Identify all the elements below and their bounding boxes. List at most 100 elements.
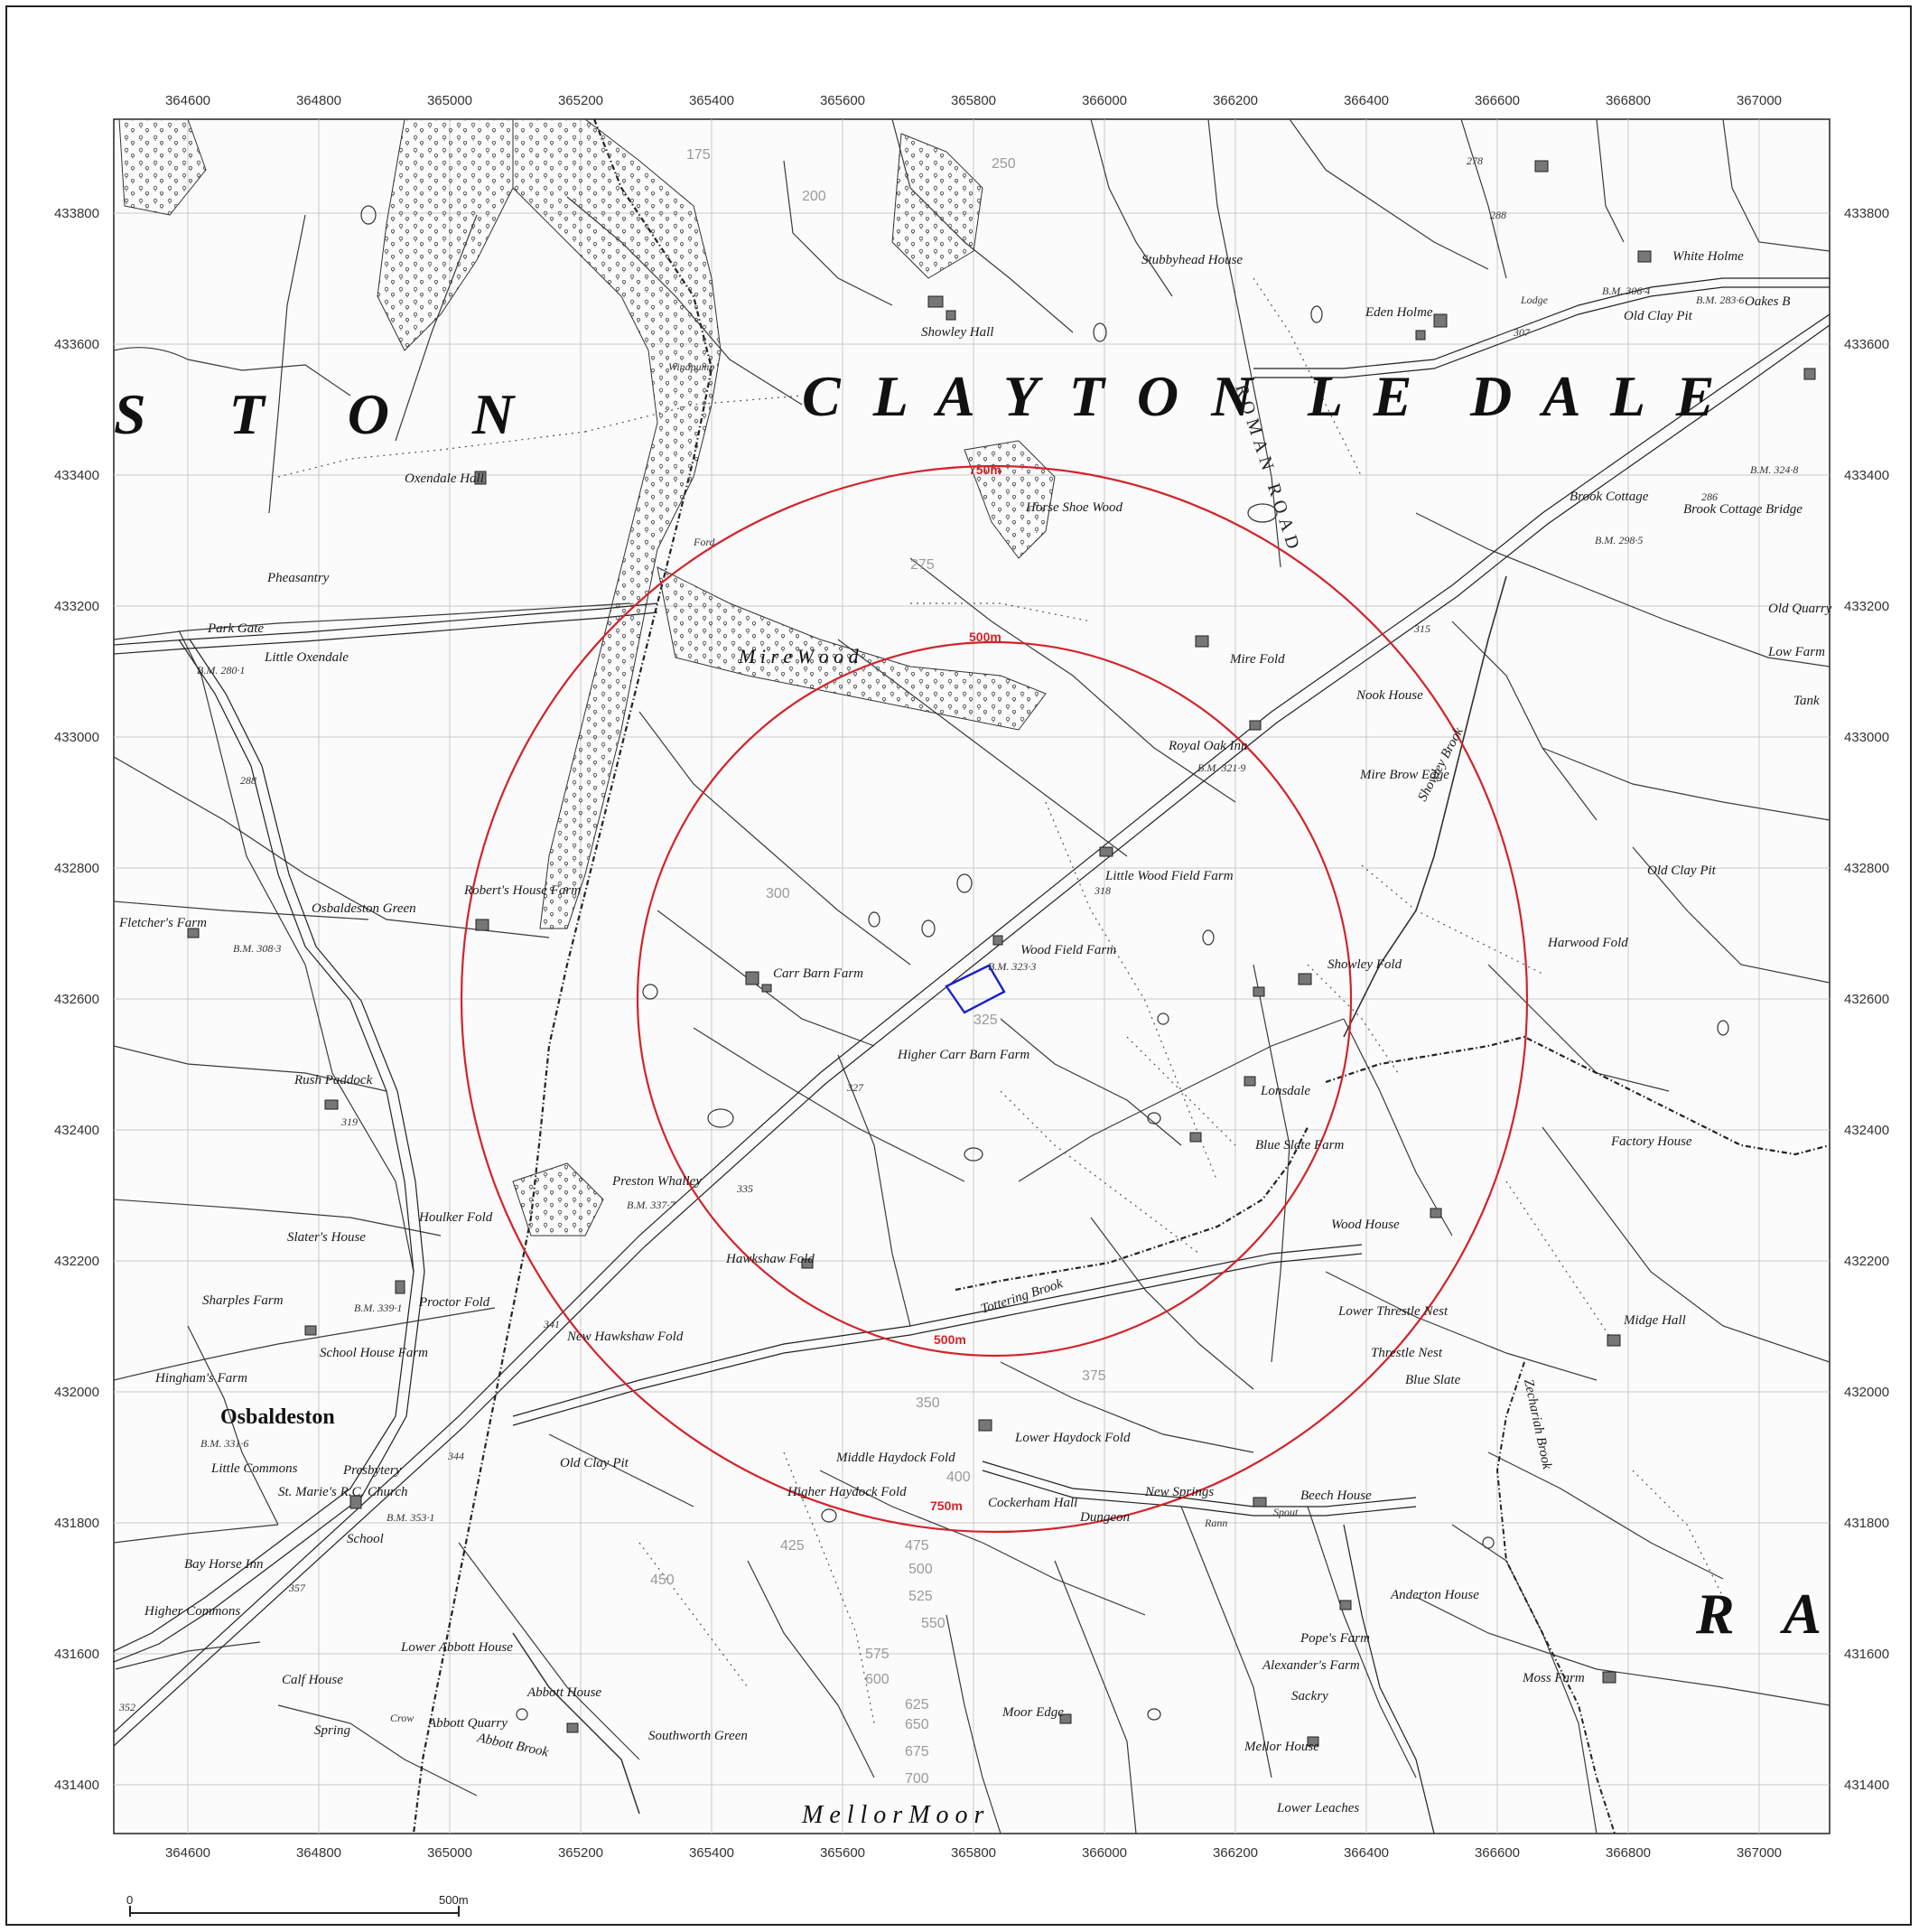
benchmark-label: B.M. 321·9 — [1197, 761, 1245, 774]
place-label: Lodge — [1520, 294, 1549, 306]
contour-value: 400 — [946, 1470, 971, 1485]
place-label: Windpump — [668, 360, 714, 373]
benchmark-label: B.M. 283·6 — [1696, 294, 1744, 306]
place-label: Old Quarry — [1768, 602, 1832, 616]
benchmark-label: B.M. 280·1 — [197, 664, 245, 677]
spot-height: 327 — [846, 1081, 864, 1094]
contour-value: 200 — [802, 189, 826, 204]
contour-value: 275 — [910, 557, 935, 573]
place-label: Moor Edge — [1001, 1705, 1064, 1720]
easting-label-bottom: 366200 — [1213, 1845, 1258, 1861]
place-label: Pope's Farm — [1300, 1631, 1370, 1646]
contour-value: 525 — [908, 1589, 933, 1604]
contour-value: 175 — [686, 147, 711, 163]
parish-name-le: L E — [1307, 364, 1421, 428]
contour-value: 575 — [865, 1647, 890, 1662]
benchmark-label: B.M. 306·4 — [1602, 285, 1650, 297]
northing-label-left: 432000 — [54, 1385, 99, 1400]
scale-bar-start: 0 — [126, 1893, 133, 1907]
parish-name-right: R A — [1695, 1582, 1840, 1646]
northing-label-left: 431400 — [54, 1778, 99, 1793]
easting-label-bottom: 366000 — [1082, 1845, 1127, 1861]
contour-value: 250 — [992, 156, 1016, 172]
spot-height: 341 — [543, 1318, 560, 1330]
benchmarks: B.M. 306·4 B.M. 283·6 B.M. 324·8 B.M. 29… — [197, 285, 1798, 1524]
northing-label-left: 433000 — [54, 730, 99, 745]
northing-label-left: 432200 — [54, 1254, 99, 1269]
place-label: Higher Carr Barn Farm — [897, 1048, 1029, 1062]
contour-value: 625 — [905, 1697, 929, 1713]
place-label: Abbott House — [526, 1685, 601, 1700]
place-label: Factory House — [1610, 1134, 1692, 1149]
easting-label-bottom: 366400 — [1344, 1845, 1389, 1861]
woodland — [118, 119, 1056, 1237]
place-label: Spout — [1273, 1506, 1299, 1518]
footpaths — [277, 277, 1724, 1724]
buffer-label-500m-bottom: 500m — [934, 1332, 966, 1347]
northing-label-right: 433200 — [1844, 599, 1889, 614]
spot-height: 318 — [1094, 884, 1111, 897]
place-label: Little Wood Field Farm — [1104, 869, 1234, 883]
contour-value: 375 — [1082, 1368, 1106, 1384]
place-label: Tank — [1793, 694, 1820, 708]
buffer-750m — [460, 464, 1529, 1534]
easting-label-bottom: 365000 — [427, 1845, 472, 1861]
place-label: Brook Cottage Bridge — [1683, 502, 1803, 517]
place-label: Rann — [1204, 1517, 1227, 1529]
map-sheet: 364600 364600 364800 364800 365000 365000 3652… — [5, 5, 1912, 1926]
easting-label-top: 367000 — [1737, 93, 1782, 108]
map-frame — [113, 118, 1831, 1834]
place-label: Robert's House Farm — [463, 883, 581, 898]
contour-value: 700 — [905, 1771, 929, 1787]
northing-label-left: 433600 — [54, 337, 99, 352]
easting-label-top: 366400 — [1344, 93, 1389, 108]
northing-label-right: 433800 — [1844, 206, 1889, 221]
parish-name-clayton: C L A Y T O N — [802, 364, 1262, 428]
easting-label-top: 365600 — [820, 93, 865, 108]
place-label: White Holme — [1672, 249, 1744, 264]
northing-label-right: 433400 — [1844, 468, 1889, 483]
easting-label-bottom: 365200 — [558, 1845, 603, 1861]
place-label: New Springs — [1144, 1485, 1214, 1499]
place-label: St. Marie's R.C. Church — [278, 1485, 407, 1499]
easting-label-top: 364600 — [165, 93, 210, 108]
easting-label-bottom: 366600 — [1475, 1845, 1520, 1861]
place-label: Eden Holme — [1365, 305, 1433, 320]
benchmark-label: B.M. 298·5 — [1595, 534, 1643, 546]
easting-label-top: 364800 — [296, 93, 341, 108]
spot-height: 278 — [1467, 154, 1483, 167]
mellor-moor-label: M e l l o r M o o r — [801, 1801, 984, 1829]
place-label: Royal Oak Inn — [1168, 739, 1247, 753]
place-label: Lower Abbott House — [400, 1640, 513, 1655]
place-label: Southworth Green — [648, 1729, 748, 1743]
benchmark-label: B.M. 308·3 — [233, 942, 281, 955]
place-label: Old Clay Pit — [1624, 309, 1693, 323]
buffer-500m — [636, 640, 1353, 1358]
easting-label-bottom: 367000 — [1737, 1845, 1782, 1861]
place-label: Carr Barn Farm — [773, 966, 863, 981]
contour-value: 650 — [905, 1717, 929, 1732]
northing-label-left: 433400 — [54, 468, 99, 483]
place-label: Wood House — [1331, 1218, 1400, 1232]
northing-label-left: 433200 — [54, 599, 99, 614]
place-label: Mire Brow Edge — [1359, 768, 1449, 782]
site-boundary — [945, 964, 1006, 1014]
place-label: Bay Horse Inn — [184, 1557, 263, 1572]
grid-tick-labels: 364600 364600 364800 364800 365000 365000 3652… — [54, 93, 1889, 1861]
northing-label-right: 431400 — [1844, 1778, 1889, 1793]
place-label: Midge Hall — [1623, 1313, 1686, 1328]
buildings — [187, 160, 1816, 1747]
place-label: Wood Field Farm — [1020, 943, 1116, 957]
contour-value: 350 — [916, 1395, 940, 1411]
place-label: Abbott Quarry — [427, 1716, 508, 1731]
contour-value: 600 — [865, 1672, 890, 1687]
place-label: Higher Haydock Fold — [787, 1485, 907, 1499]
place-label: Lower Leaches — [1276, 1801, 1359, 1815]
mire-wood-label: M i r e W o o d — [738, 645, 860, 667]
easting-label-top: 366200 — [1213, 93, 1258, 108]
northing-label-right: 431600 — [1844, 1647, 1889, 1662]
contour-values: 175 200 250 275 300 325 350 375 400 425 … — [650, 147, 1106, 1787]
spot-height: 335 — [736, 1182, 753, 1195]
northing-label-right: 432200 — [1844, 1254, 1889, 1269]
place-label: Presbytery — [342, 1463, 402, 1478]
